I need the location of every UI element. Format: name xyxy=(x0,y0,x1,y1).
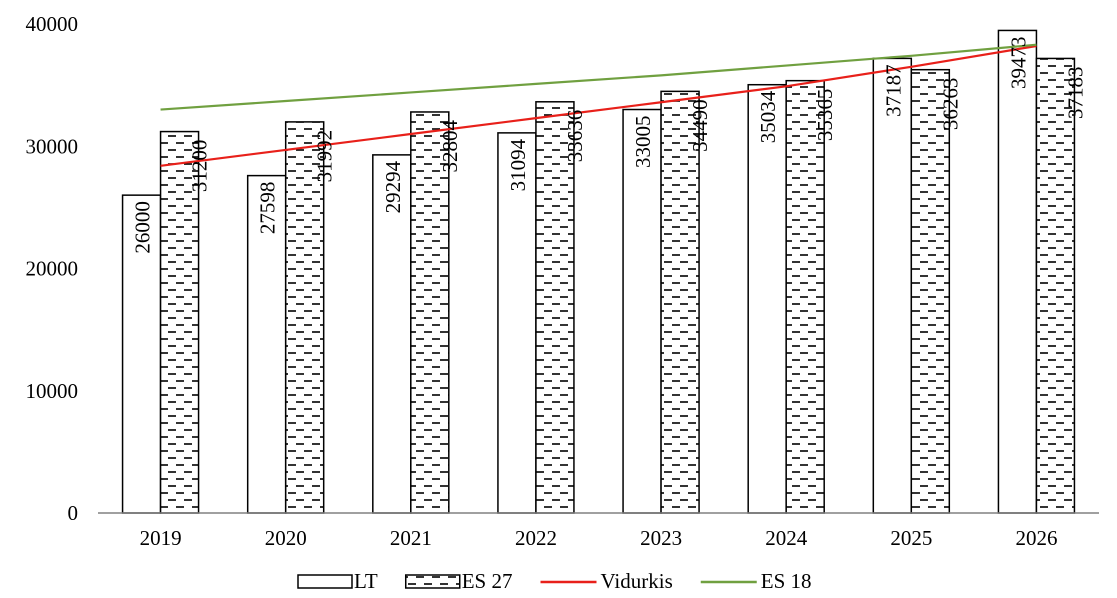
y-axis: 0 10000 20000 30000 40000 xyxy=(26,12,79,525)
line-es-18 xyxy=(160,43,1037,111)
data-label-es27: 32804 xyxy=(438,119,462,172)
data-label-es27: 34490 xyxy=(688,99,712,151)
data-label-es27: 31200 xyxy=(188,140,212,193)
y-tick-label: 0 xyxy=(68,501,79,525)
data-label-es27: 36263 xyxy=(938,78,962,130)
bar-es-27 xyxy=(410,111,450,514)
bar-es-27 xyxy=(785,79,825,514)
line-vidurkis xyxy=(160,44,1037,167)
legend-label: ES 18 xyxy=(761,569,812,593)
data-label-es27: 31992 xyxy=(313,130,337,183)
data-label-lt: 27598 xyxy=(256,182,280,235)
bar-es-27 xyxy=(1035,57,1076,514)
bar-lt xyxy=(747,83,787,514)
data-label-lt: 37187 xyxy=(881,64,905,117)
legend-swatch xyxy=(404,574,461,589)
x-tick-label: 2024 xyxy=(765,526,808,550)
x-tick-label: 2020 xyxy=(265,526,307,550)
data-label-lt: 26000 xyxy=(131,201,155,254)
data-label-es27: 35365 xyxy=(813,89,837,142)
x-tick-label: 2022 xyxy=(515,526,557,550)
bar-lt xyxy=(121,194,162,514)
y-tick-label: 40000 xyxy=(26,12,79,36)
x-tick-label: 2023 xyxy=(640,526,682,550)
y-tick-label: 20000 xyxy=(26,257,79,281)
legend-label: Vidurkis xyxy=(601,569,673,593)
data-label-es27: 37183 xyxy=(1063,66,1087,119)
data-label-lt: 39473 xyxy=(1006,36,1030,89)
data-label-lt: 29294 xyxy=(381,160,405,213)
data-labels: 26000 31200 27598 31992 29294 32804 31094 33636… xyxy=(131,36,1088,253)
x-tick-label: 2025 xyxy=(890,526,932,550)
bar-lt xyxy=(372,154,412,514)
bar-es-27 xyxy=(284,121,325,514)
bar-es-27 xyxy=(535,101,575,514)
x-tick-label: 2019 xyxy=(140,526,182,550)
data-label-es27: 33636 xyxy=(563,110,587,163)
bar-es-27 xyxy=(910,68,951,514)
legend-label: LT xyxy=(354,569,378,593)
x-tick-label: 2021 xyxy=(390,526,432,550)
bar-lt xyxy=(246,174,287,514)
bar-es-27 xyxy=(660,90,700,514)
bar-lt xyxy=(872,57,913,514)
bar-lt xyxy=(622,108,662,514)
bars xyxy=(121,29,1076,514)
data-label-lt: 31094 xyxy=(506,138,530,191)
data-label-lt: 33005 xyxy=(631,116,655,169)
y-tick-label: 30000 xyxy=(26,134,79,158)
y-tick-label: 10000 xyxy=(26,379,79,403)
x-tick-label: 2026 xyxy=(1015,526,1057,550)
legend: LT ES 27 Vidurkis ES 18 xyxy=(297,569,812,593)
bar-lt xyxy=(997,29,1038,514)
trend-lines xyxy=(160,43,1037,167)
legend-swatch xyxy=(297,574,353,589)
x-axis: 2019 2020 2021 2022 2023 2024 2025 2026 xyxy=(98,512,1099,550)
data-label-lt: 35034 xyxy=(756,90,780,143)
legend-label: ES 27 xyxy=(462,569,513,593)
